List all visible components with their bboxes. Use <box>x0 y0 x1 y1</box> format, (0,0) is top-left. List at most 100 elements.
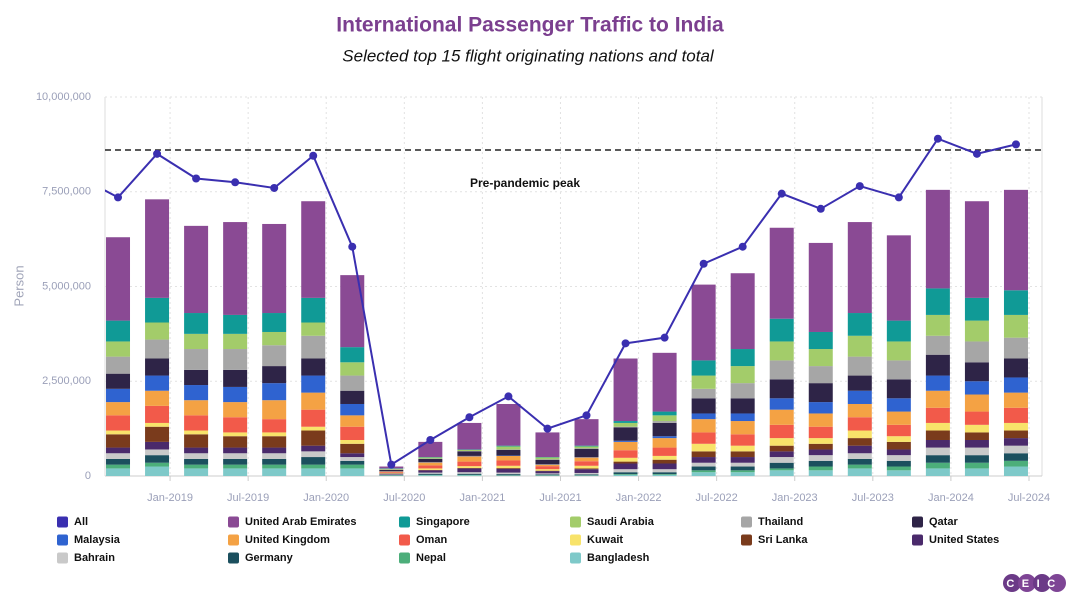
bar-segment <box>613 358 638 422</box>
bar-segment <box>964 439 989 448</box>
bar-segment <box>262 383 287 401</box>
bar-segment <box>691 470 716 473</box>
bar-segment <box>223 458 248 465</box>
line-point <box>855 182 864 191</box>
x-tick-label: Jan-2022 <box>616 492 662 504</box>
bar-segment <box>340 468 365 476</box>
bar-segment <box>418 470 443 473</box>
bar-segment <box>1003 438 1028 446</box>
bar-segment <box>808 460 833 467</box>
bar-segment <box>613 474 638 475</box>
bar-segment <box>418 473 443 475</box>
bar-segment <box>925 335 950 355</box>
bar-segment <box>184 313 209 334</box>
bar-segment <box>847 458 872 465</box>
bar-segment <box>730 273 755 350</box>
line-point <box>816 204 825 213</box>
bar-segment <box>886 470 911 476</box>
legend-label: Nepal <box>416 552 446 564</box>
bar-segment <box>418 475 443 476</box>
bar-segment <box>730 398 755 414</box>
bar-segment <box>691 432 716 444</box>
bar-segment <box>808 402 833 414</box>
line-point <box>660 333 669 342</box>
bar-segment <box>769 360 794 380</box>
bar-segment <box>184 447 209 454</box>
bar-segment <box>964 381 989 395</box>
bar-segment <box>340 464 365 469</box>
bar-segment <box>769 341 794 361</box>
bar-segment <box>106 458 131 465</box>
bar-segment <box>769 468 794 471</box>
bar-segment <box>457 449 482 451</box>
bar-segment <box>457 461 482 467</box>
bar-segment <box>340 426 365 440</box>
bar-segment <box>184 225 209 314</box>
line-point <box>192 174 201 183</box>
bar-segment <box>730 366 755 384</box>
bar-segment <box>691 398 716 414</box>
line-point <box>933 134 942 143</box>
bar-segment <box>886 449 911 456</box>
bar-segment <box>223 333 248 350</box>
bar-segment <box>964 411 989 425</box>
bar-segment <box>223 468 248 476</box>
bar-segment <box>496 465 521 469</box>
bar-segment <box>691 451 716 458</box>
bar-segment <box>925 462 950 469</box>
bar-segment <box>262 458 287 465</box>
bar-segment <box>613 427 638 441</box>
bar-segment <box>496 403 521 446</box>
bar-segment <box>418 472 443 474</box>
legend-label: Qatar <box>929 516 958 528</box>
bar-segment <box>925 189 950 289</box>
bar-segment <box>535 469 560 471</box>
bar-segment <box>145 358 170 376</box>
bar-segment <box>574 474 599 476</box>
bar-segment <box>535 464 560 467</box>
bar-segment <box>106 402 131 416</box>
bar-segment <box>691 462 716 467</box>
bar-segment <box>574 472 599 475</box>
bar-segment <box>340 443 365 454</box>
bar-segment <box>223 386 248 403</box>
bar-segment <box>457 475 482 476</box>
bar-segment <box>574 468 599 470</box>
legend-label: Malaysia <box>74 534 121 546</box>
bar-segment <box>574 419 599 446</box>
line-point <box>582 411 591 420</box>
bar-segment <box>691 388 716 399</box>
legend-label: Bahrain <box>74 552 115 564</box>
bar-segment <box>964 394 989 412</box>
legend-label: Germany <box>245 552 294 564</box>
bar-segment <box>652 474 677 475</box>
bar-segment <box>886 320 911 342</box>
bar-segment <box>613 474 638 476</box>
bar-segment <box>730 383 755 399</box>
bar-segment <box>769 470 794 476</box>
line-point <box>465 413 474 422</box>
x-tick-label: Jan-2021 <box>459 492 505 504</box>
bar-segment <box>886 360 911 380</box>
bar-segment <box>535 471 560 474</box>
bar-segment <box>262 453 287 459</box>
legend-swatch <box>741 516 752 528</box>
bar-segment <box>613 461 638 464</box>
bar-segment <box>223 453 248 459</box>
bar-segment <box>106 415 131 431</box>
bar-segment <box>808 470 833 476</box>
bar-segment <box>730 451 755 458</box>
legend-swatch <box>399 552 410 564</box>
bar-segment <box>964 341 989 363</box>
bar-segment <box>340 439 365 444</box>
bar-segment <box>1003 466 1028 476</box>
bar-segment <box>457 473 482 475</box>
bar-segment <box>1003 377 1028 393</box>
bar-segment <box>1003 445 1028 454</box>
bar-segment <box>535 459 560 465</box>
bar-segment <box>145 405 170 423</box>
bar-segment <box>223 464 248 469</box>
bar-segment <box>847 375 872 391</box>
bar-segment <box>340 375 365 391</box>
bar-segment <box>808 331 833 350</box>
